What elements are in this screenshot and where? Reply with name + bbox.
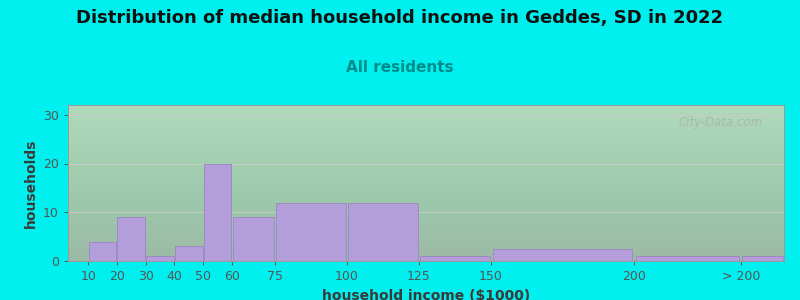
Bar xyxy=(89,242,117,261)
Bar xyxy=(118,217,146,261)
Bar xyxy=(636,256,739,261)
Text: Distribution of median household income in Geddes, SD in 2022: Distribution of median household income … xyxy=(77,9,723,27)
Bar xyxy=(742,256,783,261)
Text: All residents: All residents xyxy=(346,60,454,75)
Bar xyxy=(493,249,632,261)
Text: City-Data.com: City-Data.com xyxy=(678,116,762,129)
Bar xyxy=(175,246,202,261)
X-axis label: household income ($1000): household income ($1000) xyxy=(322,289,530,300)
Bar xyxy=(203,164,231,261)
Bar xyxy=(348,202,418,261)
Bar xyxy=(420,256,490,261)
Bar xyxy=(146,256,174,261)
Y-axis label: households: households xyxy=(23,138,38,228)
Bar xyxy=(233,217,274,261)
Bar xyxy=(276,202,346,261)
